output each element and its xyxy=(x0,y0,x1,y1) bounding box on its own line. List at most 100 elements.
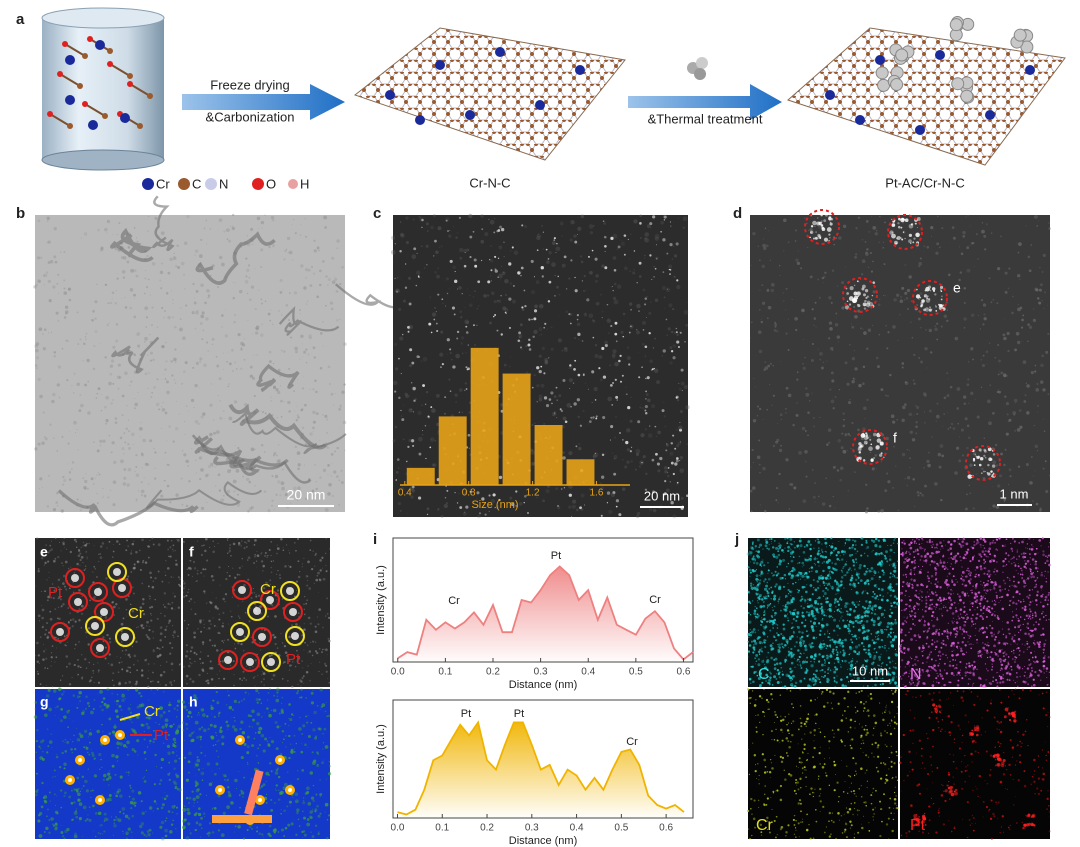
speck xyxy=(108,653,111,656)
sheet-label: Cr-N-C xyxy=(469,175,510,190)
speck xyxy=(421,433,424,436)
speck xyxy=(655,258,658,261)
speck xyxy=(540,365,543,368)
speck xyxy=(166,463,169,466)
speck xyxy=(1011,311,1014,315)
speck xyxy=(913,414,915,416)
speck xyxy=(865,296,868,299)
speck xyxy=(592,336,595,339)
speck xyxy=(196,572,199,575)
speck xyxy=(796,378,799,381)
speck xyxy=(1028,325,1033,329)
speck xyxy=(290,336,293,339)
speck xyxy=(319,559,322,562)
speck xyxy=(136,560,140,564)
speck xyxy=(294,748,296,750)
speck xyxy=(858,442,862,446)
speck xyxy=(877,510,881,514)
speck xyxy=(676,333,679,337)
speck xyxy=(493,300,497,304)
speck xyxy=(145,658,148,660)
speck xyxy=(39,636,42,638)
speck xyxy=(196,309,199,312)
speck xyxy=(536,249,539,251)
speck xyxy=(92,367,96,371)
speck xyxy=(130,571,133,573)
speck xyxy=(99,343,101,345)
speck xyxy=(160,757,164,762)
speck xyxy=(321,761,324,765)
speck xyxy=(195,580,197,582)
speck xyxy=(431,312,437,317)
speck xyxy=(62,543,65,546)
speck xyxy=(998,370,1000,372)
speck xyxy=(615,499,620,503)
speck xyxy=(48,299,52,303)
speck xyxy=(132,566,136,570)
speck xyxy=(117,387,120,390)
speck xyxy=(188,710,192,715)
speck xyxy=(865,252,869,257)
speck xyxy=(267,832,271,836)
speck xyxy=(972,457,976,461)
speck xyxy=(939,444,944,448)
speck xyxy=(52,392,56,397)
speck xyxy=(45,544,47,546)
speck xyxy=(112,345,116,349)
speck xyxy=(440,366,442,368)
speck xyxy=(276,647,279,649)
speck xyxy=(42,624,44,626)
speck xyxy=(644,488,648,491)
speck xyxy=(629,270,631,272)
speck xyxy=(282,546,284,548)
speck xyxy=(625,386,627,388)
speck xyxy=(68,718,70,720)
speck xyxy=(101,708,104,712)
speck xyxy=(1015,331,1020,336)
speck xyxy=(71,789,73,792)
speck xyxy=(924,289,927,292)
speck xyxy=(34,793,38,797)
speck xyxy=(174,325,177,329)
speck xyxy=(85,338,87,341)
speck xyxy=(63,287,66,290)
speck xyxy=(585,289,587,291)
speck xyxy=(793,486,797,490)
bar xyxy=(470,347,499,485)
speck xyxy=(665,449,668,452)
speck xyxy=(864,436,868,441)
speck xyxy=(648,512,650,514)
speck xyxy=(774,326,777,328)
speck xyxy=(645,472,648,475)
speck xyxy=(102,640,104,643)
speck xyxy=(939,303,943,308)
speck xyxy=(606,502,609,504)
speck xyxy=(228,383,230,385)
speck xyxy=(156,688,159,691)
speck xyxy=(774,321,777,324)
speck xyxy=(161,767,162,769)
speck xyxy=(86,607,88,609)
speck xyxy=(127,827,131,831)
speck xyxy=(446,338,450,342)
speck xyxy=(134,731,137,734)
speck xyxy=(305,303,308,305)
speck xyxy=(445,219,448,222)
speck xyxy=(194,720,199,725)
speck xyxy=(336,446,340,450)
speck xyxy=(53,355,56,358)
speck xyxy=(152,543,155,546)
speck xyxy=(37,567,40,570)
speck xyxy=(127,817,131,820)
speck xyxy=(209,660,212,663)
speck xyxy=(889,373,892,377)
speck xyxy=(612,289,614,292)
fiber xyxy=(111,336,160,374)
speck xyxy=(67,442,70,445)
speck xyxy=(249,825,252,829)
speck xyxy=(569,312,573,316)
speck xyxy=(252,718,255,722)
speck xyxy=(304,267,309,272)
speck xyxy=(34,701,38,704)
speck xyxy=(78,607,81,611)
